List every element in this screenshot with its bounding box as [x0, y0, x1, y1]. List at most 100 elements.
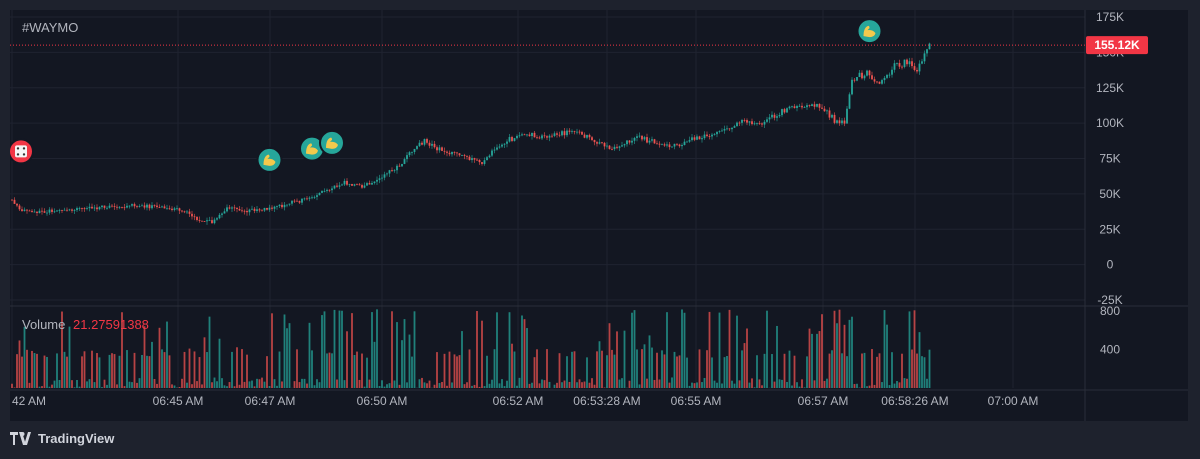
volume-bar: [226, 386, 228, 388]
candle-body: [178, 208, 181, 211]
volume-bar: [218, 338, 221, 388]
candle-body: [88, 206, 91, 209]
price-axis[interactable]: 175K150K125K100K75K50K25K0-25K: [1096, 10, 1124, 307]
time-tick-label: 06:50 AM: [357, 394, 408, 408]
candle-body: [56, 210, 58, 212]
candle-body: [768, 117, 771, 120]
event-marker[interactable]: [10, 138, 34, 165]
candle-body: [236, 207, 238, 210]
volume-bar: [151, 341, 153, 388]
volume-bar: [268, 385, 271, 388]
volume-bar: [428, 380, 431, 388]
candle-body: [828, 110, 831, 118]
candle-body: [508, 137, 511, 142]
volume-bar: [683, 312, 686, 388]
candle-body: [511, 137, 513, 141]
candle-body: [251, 208, 253, 210]
candle-body: [518, 135, 521, 137]
volume-bar: [873, 384, 876, 388]
volume-bar: [793, 355, 796, 388]
volume-bar: [728, 309, 731, 388]
candle-body: [621, 145, 623, 147]
volume-bar: [363, 386, 366, 388]
tradingview-brand[interactable]: TradingView: [10, 431, 114, 446]
volume-bar: [378, 386, 381, 388]
candle-body: [921, 61, 923, 64]
volume-bar: [353, 354, 356, 388]
event-markers[interactable]: [10, 18, 883, 173]
candle-body: [98, 207, 101, 210]
candle-body: [863, 75, 866, 79]
candle-body: [711, 134, 713, 137]
candle-body: [286, 204, 288, 206]
volume-bar: [173, 385, 176, 388]
volume-bar: [663, 354, 666, 388]
candle-body: [171, 208, 173, 210]
volume-bar: [811, 333, 813, 388]
candle-body: [708, 136, 711, 137]
volume-bar: [773, 381, 776, 388]
volume-bar: [351, 313, 353, 388]
candle-body: [858, 72, 861, 77]
candle-body: [568, 130, 571, 132]
volume-bar: [711, 357, 713, 388]
candle-body: [866, 70, 868, 76]
candle-body: [218, 214, 221, 219]
candle-body: [791, 106, 793, 108]
candle-body: [656, 143, 658, 145]
candle-body: [366, 183, 368, 186]
volume-bar: [498, 383, 501, 388]
candle-body: [166, 208, 168, 210]
time-axis[interactable]: 42 AM 06:45 AM 06:47 AM 06:50 AM 06:52 AM 06:…: [12, 394, 1038, 408]
event-marker[interactable]: [856, 18, 883, 45]
event-marker[interactable]: [319, 129, 345, 156]
candle-body: [31, 210, 33, 212]
volume-bar: [581, 382, 583, 388]
volume-bar: [161, 349, 163, 388]
candle-body: [73, 210, 76, 211]
volume-bar: [21, 356, 23, 388]
volume-bar: [276, 385, 278, 388]
volume-bar: [306, 383, 308, 388]
volume-bar: [468, 349, 471, 388]
candle-body: [328, 189, 331, 191]
candle-body: [811, 104, 813, 106]
time-tick-label: 06:52 AM: [493, 394, 544, 408]
volume-bar: [868, 385, 871, 388]
candle-body: [93, 207, 96, 209]
volume-bar: [606, 355, 608, 388]
volume-axis[interactable]: 800 400: [1100, 304, 1120, 357]
candle-body: [911, 61, 913, 67]
candle-body: [848, 94, 851, 109]
volume-bar: [56, 353, 58, 388]
candle-body: [463, 155, 466, 156]
volume-bar: [283, 314, 286, 388]
volume-bar: [158, 327, 161, 388]
candle-body: [451, 151, 453, 155]
candle-body: [528, 134, 531, 137]
time-tick-label: 06:57 AM: [798, 394, 849, 408]
volume-bar: [83, 351, 86, 388]
event-marker[interactable]: [256, 146, 283, 173]
volume-bar: [701, 382, 703, 388]
candle-body: [276, 206, 278, 207]
volume-bar: [568, 381, 571, 388]
candle-body: [543, 135, 546, 137]
volume-bar: [513, 351, 516, 388]
brand-label: TradingView: [38, 431, 115, 446]
candle-body: [901, 66, 903, 68]
volume-bar: [753, 387, 756, 388]
candle-body: [151, 205, 153, 209]
candle-body: [311, 197, 313, 199]
candle-body: [678, 144, 681, 147]
volume-bar: [786, 381, 788, 388]
candle-body: [116, 206, 118, 208]
volume-bar: [338, 310, 341, 388]
volume-bar: [646, 378, 648, 388]
candle-body: [71, 209, 73, 211]
volume-bar: [36, 353, 38, 388]
candle-body: [531, 132, 533, 137]
candle-body: [903, 59, 906, 67]
